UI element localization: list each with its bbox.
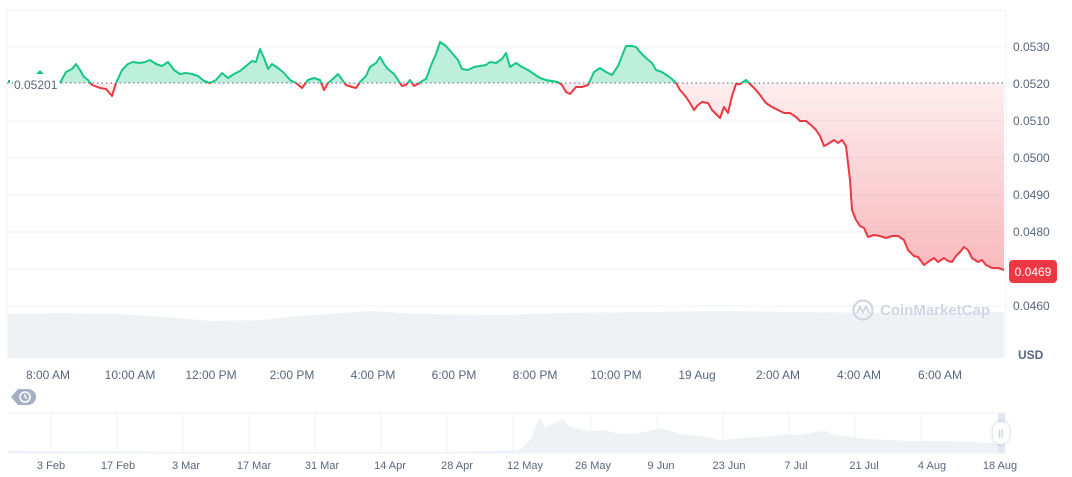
y-tick: 0.0520: [1013, 77, 1050, 91]
x-tick: 4:00 AM: [836, 368, 882, 382]
coinmarketcap-watermark: CoinMarketCap: [852, 299, 990, 321]
navigator-tick: 17 Feb: [100, 460, 136, 472]
y-tick: 0.0500: [1013, 151, 1050, 165]
x-tick: 4:00 PM: [350, 368, 396, 382]
navigator-tick: 9 Jun: [647, 460, 675, 472]
baseline-label: 0.05201: [13, 78, 59, 92]
navigator-tick: 21 Jul: [849, 460, 879, 472]
x-tick: 10:00 PM: [590, 368, 642, 382]
navigator-tick: 7 Jul: [784, 460, 808, 472]
y-tick: 0.0490: [1013, 188, 1050, 202]
x-tick: 2:00 AM: [755, 368, 801, 382]
navigator-tick: 14 Apr: [374, 460, 406, 472]
navigator-tick: 3 Mar: [171, 460, 201, 472]
x-tick: 12:00 PM: [185, 368, 237, 382]
x-tick: 6:00 PM: [431, 368, 477, 382]
x-tick: 8:00 AM: [25, 368, 71, 382]
navigator-tick: 23 Jun: [712, 460, 746, 472]
coinmarketcap-logo-icon: [852, 299, 874, 321]
volume-area: [8, 311, 1004, 358]
x-tick: 10:00 AM: [104, 368, 156, 382]
y-tick: 0.0480: [1013, 225, 1050, 239]
navigator-tick: 31 Mar: [304, 460, 340, 472]
navigator-tick: 3 Feb: [36, 460, 66, 472]
history-icon: [11, 389, 36, 405]
navigator-tick: 28 Apr: [441, 460, 473, 472]
y-tick: 0.0530: [1013, 40, 1050, 54]
navigator: [7, 412, 1006, 454]
x-tick: 8:00 PM: [512, 368, 558, 382]
grid-lines: [7, 46, 1006, 307]
current-price-badge: 0.0469: [1009, 260, 1057, 283]
navigator-tick: 12 May: [506, 460, 544, 472]
x-tick: 19 Aug: [678, 368, 716, 382]
history-button[interactable]: [9, 386, 36, 408]
y-tick: 0.0510: [1013, 114, 1050, 128]
navigator-tick: 26 May: [574, 460, 612, 472]
navigator-tick: 4 Aug: [917, 460, 947, 472]
navigator-tick: 17 Mar: [236, 460, 272, 472]
navigator-tick: 18 Aug: [982, 460, 1018, 472]
x-tick: 2:00 PM: [269, 368, 315, 382]
x-tick: 6:00 AM: [917, 368, 963, 382]
y-tick: 0.0460: [1013, 299, 1050, 313]
navigator-range-handle[interactable]: ||: [993, 422, 1009, 444]
axis-unit: USD: [1018, 348, 1044, 362]
